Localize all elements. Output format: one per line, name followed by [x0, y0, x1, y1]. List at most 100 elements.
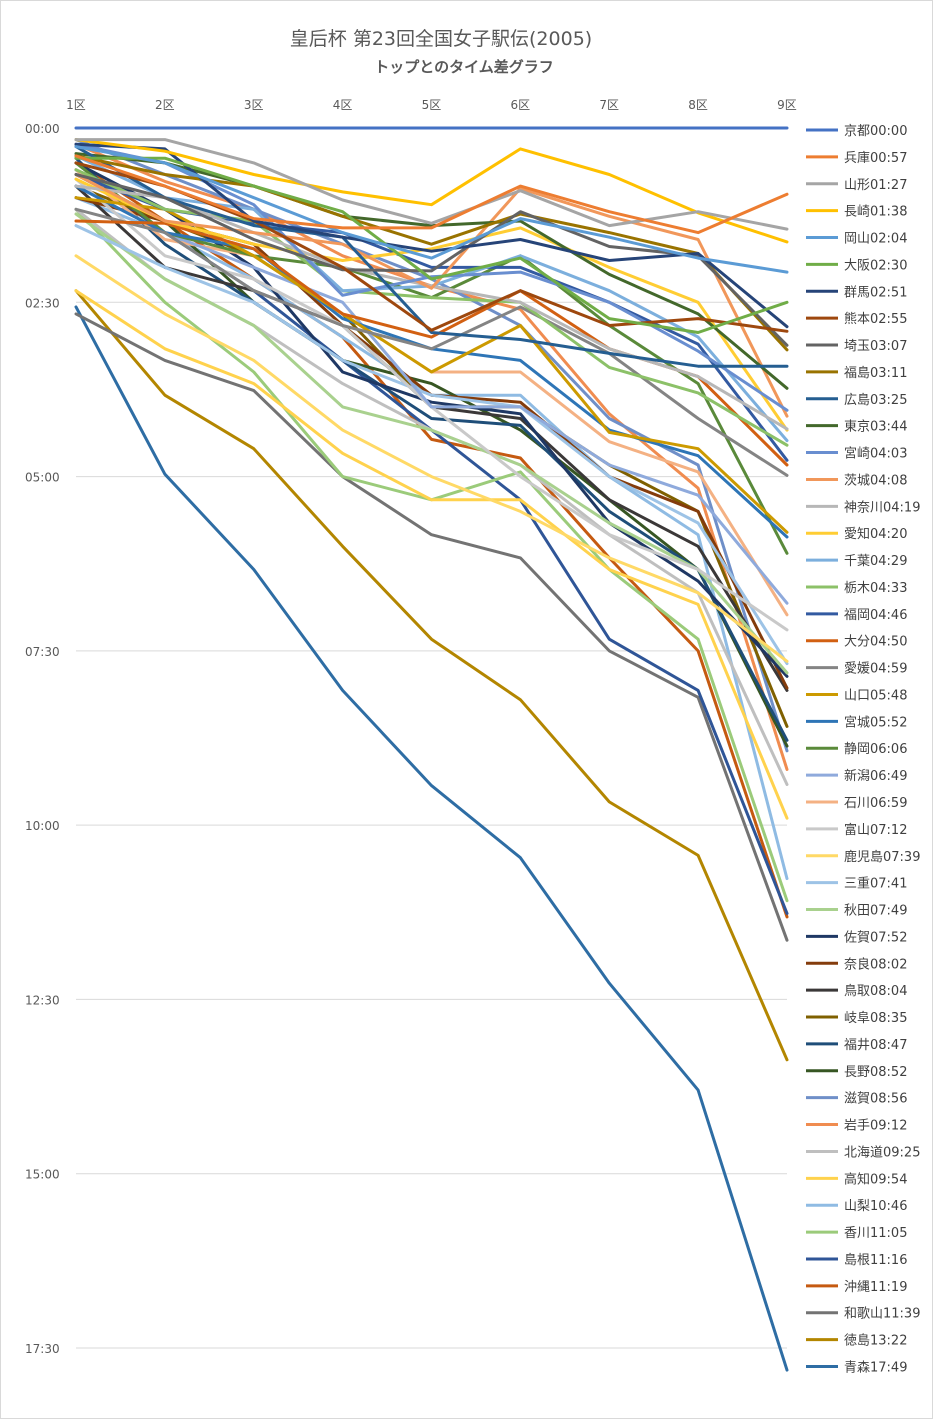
legend-label: 長崎01:38 [844, 205, 907, 220]
series-line [74, 184, 789, 605]
x-tick-label: 5区 [422, 98, 442, 112]
legend-label: 宮崎04:03 [844, 446, 907, 462]
legend-label: 奈良08:02 [844, 956, 907, 972]
legend-label: 静岡06:06 [844, 742, 907, 757]
legend-label: 岩手09:12 [844, 1119, 907, 1134]
legend-entry: 茨城04:08 [806, 473, 907, 488]
x-tick-label: 3区 [244, 98, 264, 112]
y-tick-label: 17:30 [25, 1342, 60, 1356]
series-line [74, 207, 789, 477]
legend-label: 富山07:12 [844, 822, 907, 838]
legend-entry: 群馬02:51 [806, 285, 907, 300]
series-line [74, 305, 789, 1372]
legend-label: 埼玉03:07 [844, 339, 907, 354]
legend-entry: 神奈川04:19 [806, 500, 920, 515]
legend-label: 東京03:44 [844, 419, 907, 435]
legend-label: 北海道09:25 [844, 1145, 920, 1160]
legend-entry: 青森17:49 [806, 1360, 907, 1375]
legend-entry: 山梨10:46 [806, 1199, 907, 1214]
legend-entry: 愛媛04:59 [806, 662, 907, 677]
legend-label: 千葉04:29 [844, 554, 907, 569]
legend-label: 山梨10:46 [844, 1199, 907, 1214]
legend-entry: 北海道09:25 [806, 1145, 920, 1160]
legend-label: 徳島13:22 [844, 1334, 907, 1349]
legend-label: 群馬02:51 [844, 285, 907, 300]
legend-label: 大分04:50 [844, 635, 907, 650]
x-tick-label: 2区 [155, 98, 175, 112]
legend-entry: 兵庫00:57 [806, 151, 907, 166]
legend-label: 熊本02:55 [844, 311, 907, 327]
legend-entry: 愛知04:20 [806, 526, 907, 542]
legend-label: 山形01:27 [844, 178, 907, 193]
legend-label: 青森17:49 [844, 1360, 907, 1375]
legend-entry: 福島03:11 [806, 366, 907, 381]
series-line [74, 168, 789, 915]
y-tick-label: 10:00 [25, 819, 60, 833]
legend-label: 兵庫00:57 [844, 151, 907, 166]
y-tick-label: 05:00 [25, 471, 60, 485]
legend-label: 島根11:16 [844, 1253, 907, 1268]
legend-label: 滋賀08:56 [844, 1092, 907, 1107]
legend-label: 香川11:05 [844, 1226, 907, 1241]
legend-label: 鹿児島07:39 [844, 849, 920, 865]
legend-entry: 山形01:27 [806, 178, 907, 193]
legend-label: 茨城04:08 [844, 473, 907, 488]
legend-entry: 長野08:52 [806, 1065, 907, 1080]
legend-entry: 新潟06:49 [806, 768, 907, 784]
grid-lines [76, 301, 787, 1349]
legend: 京都00:00 兵庫00:57 山形01:27 長崎01:38 岡山02:04 大阪02:… [806, 124, 920, 1375]
legend-entry: 岡山02:04 [806, 232, 907, 247]
legend-entry: 島根11:16 [806, 1253, 907, 1268]
legend-entry: 沖縄11:19 [806, 1280, 907, 1295]
legend-label: 宮城05:52 [844, 714, 907, 730]
series-line [74, 173, 789, 347]
y-tick-label: 02:30 [25, 296, 60, 310]
legend-entry: 大分04:50 [806, 635, 907, 650]
legend-label: 長野08:52 [844, 1065, 907, 1080]
x-axis-tick-labels: 1区 2区 3区 4区 5区 6区 7区 8区 9区 [66, 98, 797, 112]
legend-entry: 徳島13:22 [806, 1334, 907, 1349]
series-line [74, 154, 789, 235]
legend-label: 愛媛04:59 [844, 662, 907, 677]
x-tick-label: 7区 [599, 98, 619, 112]
x-tick-label: 6区 [511, 98, 531, 112]
legend-entry: 和歌山11:39 [806, 1307, 920, 1322]
legend-entry: 広島03:25 [806, 393, 907, 408]
legend-label: 佐賀07:52 [844, 930, 907, 945]
series-line [74, 173, 789, 748]
y-tick-label: 07:30 [25, 645, 60, 659]
legend-label: 新潟06:49 [844, 768, 907, 784]
legend-label: 秋田07:49 [844, 904, 907, 919]
legend-entry: 香川11:05 [806, 1226, 907, 1241]
series-line [74, 142, 789, 412]
legend-entry: 宮城05:52 [806, 714, 907, 730]
series-line [74, 312, 789, 942]
legend-entry: 三重07:41 [806, 876, 907, 892]
x-tick-label: 8区 [688, 98, 708, 112]
legend-label: 高知09:54 [844, 1171, 907, 1187]
series-line [74, 145, 789, 274]
legend-label: 福井08:47 [844, 1038, 907, 1053]
x-tick-label: 1区 [66, 98, 86, 112]
legend-label: 山口05:48 [844, 688, 907, 703]
legend-entry: 宮崎04:03 [806, 446, 907, 462]
legend-label: 三重07:41 [844, 876, 907, 892]
legend-entry: 東京03:44 [806, 419, 907, 435]
legend-entry: 岐阜08:35 [806, 1010, 907, 1026]
legend-entry: 奈良08:02 [806, 956, 907, 972]
legend-entry: 静岡06:06 [806, 742, 907, 757]
legend-entry: 岩手09:12 [806, 1119, 907, 1134]
legend-label: 大阪02:30 [844, 258, 907, 273]
legend-label: 鳥取08:04 [844, 984, 907, 999]
y-axis-tick-labels: 00:00 02:30 05:00 07:30 10:00 12:30 15:00 17:30 [25, 122, 60, 1356]
x-tick-label: 4区 [333, 98, 353, 112]
series-line [74, 156, 789, 334]
series-line [74, 289, 789, 820]
series-line [74, 224, 789, 666]
y-tick-label: 12:30 [25, 993, 60, 1007]
x-tick-label: 9区 [777, 98, 797, 112]
legend-label: 広島03:25 [844, 393, 907, 408]
chart-title: 皇后杯 第23回全国女子駅伝(2005) [290, 28, 592, 50]
series-line [74, 254, 789, 663]
